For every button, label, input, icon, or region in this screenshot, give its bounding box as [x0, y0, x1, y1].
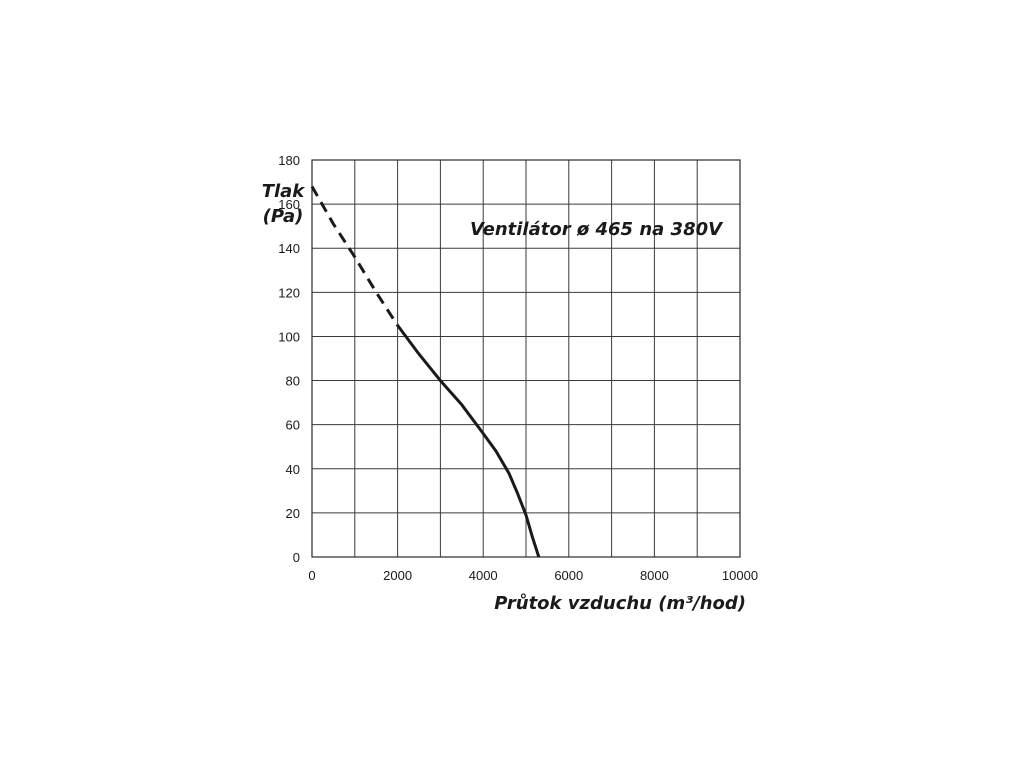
- plot-frame: [311, 159, 741, 558]
- tick-labels: 0 2000 4000 6000 8000 10000 0 20 40 60 80 100 120 140…: [278, 153, 758, 583]
- series-line-dashed: [310, 185, 399, 327]
- chart-title: Ventilátor ø 465 na 380V: [470, 219, 724, 240]
- y-tick-label: 20: [286, 506, 300, 521]
- x-tick-label: 10000: [722, 568, 758, 583]
- x-tick-label: 2000: [383, 568, 412, 583]
- y-tick-label: 0: [293, 550, 300, 565]
- series-layer: [310, 185, 541, 558]
- x-tick-label: 4000: [469, 568, 498, 583]
- y-tick-label: 100: [278, 329, 300, 344]
- y-tick-label: 80: [286, 374, 300, 389]
- x-axis-title: Průtok vzduchu (m³/hod): [494, 593, 746, 614]
- y-axis-title-line2: (Pa): [263, 206, 304, 227]
- y-tick-label: 40: [286, 462, 300, 477]
- y-tick-label: 160: [278, 197, 300, 212]
- y-tick-label: 120: [278, 285, 300, 300]
- y-tick-label: 60: [286, 418, 300, 433]
- x-tick-label: 0: [308, 568, 315, 583]
- y-axis-title-line1: Tlak: [262, 181, 306, 202]
- series-line-solid: [396, 324, 541, 558]
- x-tick-label: 6000: [554, 568, 583, 583]
- x-tick-label: 8000: [640, 568, 669, 583]
- y-tick-label: 180: [278, 153, 300, 168]
- y-tick-label: 140: [278, 241, 300, 256]
